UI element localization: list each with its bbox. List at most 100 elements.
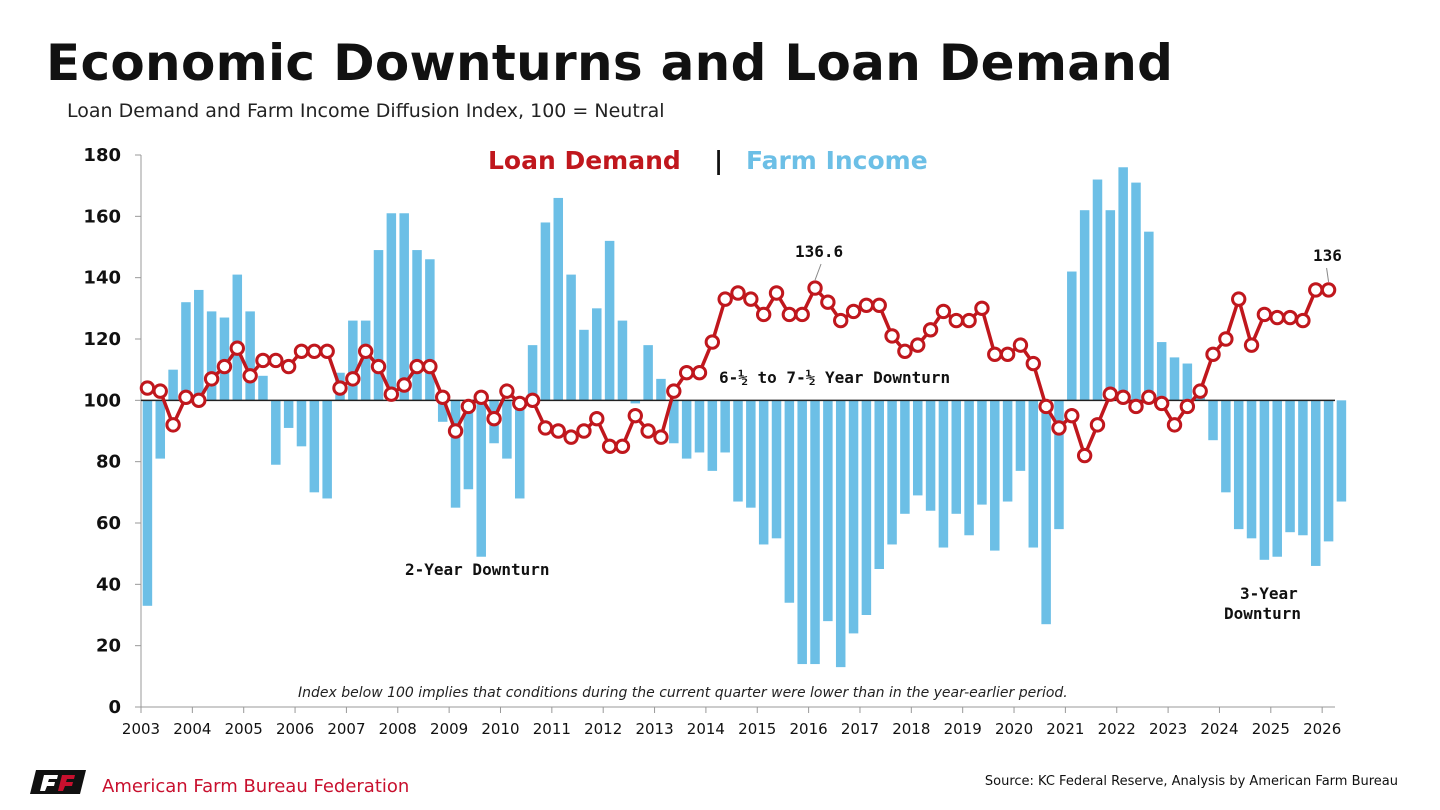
farm-income-bar: [733, 400, 743, 502]
x-tick-label: 2009: [430, 720, 468, 738]
loan-demand-point: [1102, 386, 1119, 402]
farm-income-bar: [861, 400, 872, 615]
loan-demand-point: [370, 358, 387, 375]
loan-demand-point: [935, 303, 952, 320]
loan-demand-point: [165, 417, 181, 433]
footnote: Index below 100 implies that conditions …: [298, 685, 1068, 701]
loan-demand-point: [1115, 389, 1131, 405]
x-tick-label: 2018: [892, 720, 930, 738]
farm-income-bar: [1246, 400, 1257, 539]
farm-income-bar: [643, 345, 653, 401]
loan-demand-point: [678, 365, 695, 381]
loan-demand-point: [807, 280, 823, 296]
farm-income-bar: [1182, 363, 1193, 401]
x-tick-label: 2012: [584, 720, 622, 738]
farm-income-bar: [1259, 400, 1270, 560]
loan-demand-point: [1243, 337, 1260, 353]
loan-demand-point: [755, 306, 772, 323]
farm-income-bar: [283, 400, 294, 428]
loan-demand-point: [563, 429, 579, 445]
farm-income-bar: [553, 197, 564, 401]
loan-demand-point: [974, 300, 990, 317]
chart-subtitle: Loan Demand and Farm Income Diffusion In…: [67, 100, 665, 122]
loan-demand-point: [229, 340, 245, 356]
farm-income-bar: [168, 369, 178, 401]
loan-demand-point: [409, 358, 425, 375]
loan-demand-point: [280, 358, 297, 375]
farm-income-bar: [1285, 400, 1295, 533]
farm-income-bar: [155, 400, 166, 459]
loan-demand-point: [1269, 309, 1285, 326]
loan-demand-markers: [139, 280, 1337, 464]
loan-demand-point: [512, 395, 528, 412]
loan-demand-point: [884, 328, 900, 344]
x-tick-label: 2025: [1252, 720, 1290, 738]
farm-income-bar: [1208, 400, 1218, 441]
x-tick-label: 2016: [790, 720, 828, 738]
loan-demand-point: [858, 297, 875, 313]
farm-income-bar: [746, 400, 756, 508]
loan-demand-point: [255, 352, 271, 369]
y-tick-label: 160: [83, 206, 121, 227]
farm-income-bar: [322, 400, 332, 499]
loan-demand-point: [178, 389, 194, 405]
loan-demand-point: [576, 423, 592, 439]
loan-demand-point: [242, 368, 258, 384]
farm-income-bar: [1233, 400, 1244, 530]
loan-demand-point: [794, 306, 810, 323]
loan-demand-point: [524, 392, 541, 409]
loan-demand-point: [781, 306, 798, 323]
farm-income-bar: [450, 400, 461, 508]
annotation-2-year-downturn: 2-Year Downturn: [405, 560, 550, 579]
x-tick-label: 2026: [1303, 720, 1341, 738]
legend-loan-demand: Loan Demand: [488, 146, 681, 175]
x-tick-label: 2014: [687, 720, 725, 738]
x-tick-label: 2008: [379, 720, 417, 738]
farm-income-bar: [271, 400, 281, 465]
annotation-3-year-downturn-line1: 3-Year: [1240, 584, 1298, 603]
loan-demand-point: [345, 371, 361, 387]
loan-demand-point: [139, 380, 156, 396]
farm-income-bar: [694, 400, 705, 453]
loan-demand-point: [717, 291, 733, 307]
loan-demand-point: [268, 352, 284, 369]
farm-income-bar: [784, 400, 795, 603]
loan-demand-point: [357, 343, 374, 359]
x-tick-label: 2017: [841, 720, 879, 738]
farm-income-bar: [1131, 182, 1141, 401]
loan-demand-point: [1064, 407, 1080, 424]
loan-demand-point: [871, 297, 887, 313]
farm-income-bar: [399, 213, 409, 401]
loan-demand-point: [537, 420, 554, 436]
loan-demand-point: [897, 343, 913, 359]
loan-demand-point: [447, 423, 464, 439]
x-tick-label: 2013: [635, 720, 673, 738]
farm-income-bar: [1144, 231, 1154, 401]
farm-income-bar: [1272, 400, 1282, 557]
loan-demand-point: [319, 343, 335, 359]
y-tick-label: 180: [83, 145, 121, 166]
farm-income-bar: [527, 345, 538, 401]
loan-demand-point: [332, 380, 348, 396]
loan-demand-point: [1141, 389, 1157, 405]
footer: American Farm Bureau Federation Source: …: [0, 760, 1440, 810]
farm-income-bar: [1118, 167, 1128, 401]
farm-income-bar: [977, 400, 987, 505]
annotation-136: 136: [1313, 246, 1342, 265]
loan-demand-point: [1038, 398, 1054, 415]
farm-income-bar: [386, 213, 397, 401]
legend-separator: |: [714, 146, 723, 175]
loan-demand-point: [383, 386, 400, 402]
loan-demand-point: [1051, 420, 1067, 436]
annotation-136-leader: [1326, 267, 1330, 283]
farm-income-bar: [823, 400, 833, 622]
loan-demand-point: [922, 322, 939, 338]
farm-income-bar: [296, 400, 307, 447]
farm-income-bar: [951, 400, 962, 514]
loan-demand-point: [293, 343, 310, 359]
x-tick-label: 2006: [276, 720, 314, 738]
loan-demand-point: [640, 423, 656, 439]
x-tick-label: 2023: [1149, 720, 1187, 738]
farm-income-bar: [1092, 179, 1103, 401]
loan-demand-point: [203, 371, 220, 387]
